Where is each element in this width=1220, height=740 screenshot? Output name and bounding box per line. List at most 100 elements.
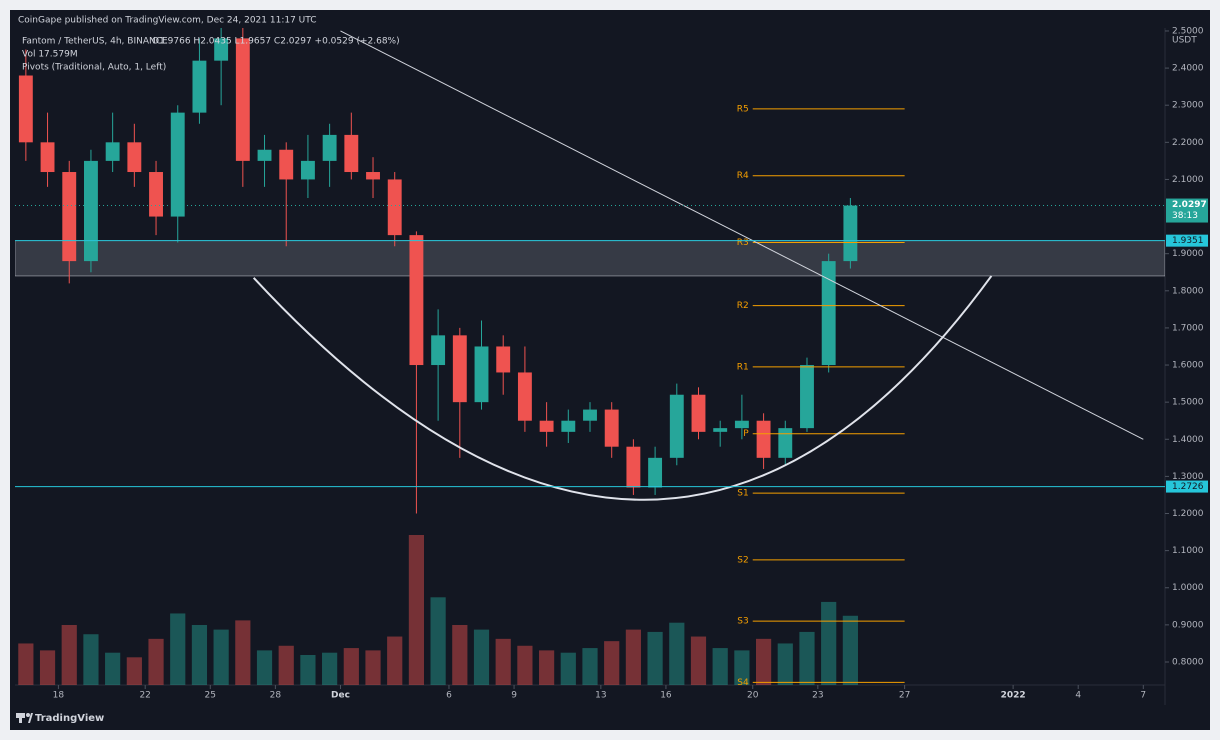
x-tick-label: 25 bbox=[205, 691, 216, 701]
legend-volume: Vol 17.579M bbox=[22, 50, 78, 60]
x-tick-label: 13 bbox=[595, 691, 606, 701]
chart-background bbox=[10, 10, 1210, 730]
y-tick-label: 0.9000 bbox=[1172, 620, 1204, 630]
candle-body bbox=[127, 142, 142, 173]
candle-body bbox=[300, 160, 315, 180]
price-badge-label: 1.9351 bbox=[1172, 236, 1204, 246]
candle-body bbox=[192, 60, 207, 113]
y-tick-label: 1.1000 bbox=[1172, 546, 1204, 556]
volume-bar bbox=[235, 620, 251, 685]
x-tick-label: 9 bbox=[511, 691, 517, 701]
volume-bar bbox=[408, 535, 425, 685]
pivot-label: S3 bbox=[737, 617, 748, 627]
y-tick-label: 1.2000 bbox=[1172, 509, 1204, 519]
cup-curve bbox=[252, 275, 993, 501]
pivot-label: S1 bbox=[737, 489, 748, 499]
volume-bar bbox=[799, 631, 815, 685]
volume-bar bbox=[83, 634, 99, 685]
x-tick-label: 6 bbox=[446, 691, 452, 701]
volume-bar bbox=[777, 643, 793, 685]
pivot-label: R5 bbox=[737, 104, 749, 114]
volume-bar bbox=[278, 645, 294, 685]
volume-bar bbox=[387, 636, 403, 685]
candle-body bbox=[821, 261, 836, 366]
x-tick-label: 16 bbox=[660, 691, 672, 701]
volume-bar bbox=[473, 629, 490, 685]
candle-body bbox=[648, 457, 663, 488]
y-tick-label: 1.5000 bbox=[1172, 398, 1204, 408]
volume-bar bbox=[365, 650, 381, 685]
footer-logo bbox=[16, 713, 33, 723]
volume-bar bbox=[126, 657, 142, 685]
candle-body bbox=[18, 75, 33, 143]
y-tick-label: 1.9000 bbox=[1172, 249, 1204, 259]
candle-body bbox=[496, 346, 511, 373]
candle-body bbox=[669, 394, 684, 458]
volume-bar bbox=[191, 625, 208, 685]
candle-body bbox=[713, 428, 728, 432]
volume-bar bbox=[842, 615, 858, 685]
candle-body bbox=[626, 446, 641, 488]
volume-bar bbox=[517, 645, 533, 685]
last-price-label: 2.0297 bbox=[1172, 200, 1207, 210]
x-tick-label: 20 bbox=[747, 691, 759, 701]
candle-body bbox=[40, 142, 55, 173]
x-tick-label: 4 bbox=[1075, 691, 1081, 701]
candle-body bbox=[84, 160, 98, 262]
volume-bar bbox=[734, 650, 750, 685]
volume-bar bbox=[61, 625, 77, 685]
candle-body bbox=[387, 179, 402, 236]
candle-body bbox=[691, 394, 706, 432]
volume-bar bbox=[39, 650, 56, 685]
volume-bar bbox=[213, 629, 229, 685]
volume-bar bbox=[560, 652, 576, 685]
currency: USDT bbox=[1172, 36, 1197, 46]
volume-bar bbox=[18, 643, 34, 685]
candle-body bbox=[843, 205, 858, 262]
legend-symbol: Fantom / TetherUS, 4h, BINANCE bbox=[22, 37, 168, 47]
header: CoinGape published on TradingView.com, D… bbox=[18, 16, 317, 26]
trendline bbox=[340, 30, 1144, 440]
x-tick-label: Dec bbox=[331, 691, 350, 701]
volume-bar bbox=[300, 655, 316, 685]
candle-body bbox=[214, 38, 229, 61]
candle-body bbox=[149, 172, 163, 217]
candle-body bbox=[734, 420, 749, 429]
y-tick-label: 2.1000 bbox=[1172, 175, 1204, 185]
candle-body bbox=[561, 420, 576, 432]
footer: TradingView bbox=[35, 713, 104, 724]
volume-bar bbox=[539, 650, 555, 685]
candle-body bbox=[517, 372, 532, 421]
candle-body bbox=[257, 149, 272, 161]
candle-body bbox=[452, 335, 467, 403]
volume-bar bbox=[821, 601, 837, 685]
candle-body bbox=[756, 420, 771, 458]
volume-bar bbox=[170, 613, 186, 685]
x-tick-label: 18 bbox=[53, 691, 65, 701]
pivot-label: R4 bbox=[737, 171, 749, 181]
volume-bar bbox=[755, 638, 772, 685]
y-tick-label: 2.2000 bbox=[1172, 138, 1204, 148]
candle-body bbox=[778, 428, 793, 458]
candle-body bbox=[604, 409, 619, 447]
candle-body bbox=[105, 142, 120, 161]
candle-body bbox=[170, 112, 185, 217]
y-tick-label: 2.3000 bbox=[1172, 101, 1204, 111]
volume-bar bbox=[582, 648, 598, 685]
y-tick-label: 1.4000 bbox=[1172, 435, 1204, 445]
candle-body bbox=[583, 409, 597, 421]
x-tick-label: 22 bbox=[139, 691, 150, 701]
y-tick-label: 1.8000 bbox=[1172, 286, 1204, 296]
volume-bar bbox=[256, 650, 273, 685]
pivot-label: P bbox=[743, 429, 749, 439]
candle-body bbox=[322, 134, 337, 161]
volume-bar bbox=[712, 648, 728, 685]
resistance-zone bbox=[15, 240, 1165, 277]
pivot-label: R2 bbox=[737, 301, 749, 311]
candle-body bbox=[279, 149, 294, 180]
pivot-label: S2 bbox=[737, 555, 748, 565]
pivot-label: R3 bbox=[737, 238, 749, 248]
candle-body bbox=[344, 134, 359, 173]
volume-bar bbox=[669, 622, 685, 685]
pivot-label: R1 bbox=[737, 362, 749, 372]
